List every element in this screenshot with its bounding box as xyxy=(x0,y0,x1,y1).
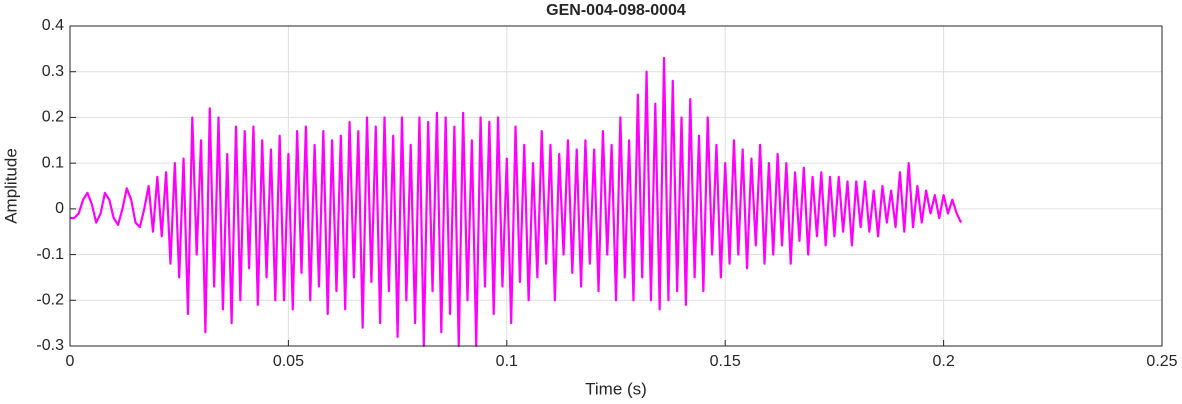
plot-area xyxy=(70,56,963,348)
x-tick-label: 0.1 xyxy=(496,353,518,370)
y-tick-label: -0.3 xyxy=(36,337,64,354)
y-tick-label: -0.2 xyxy=(36,292,64,309)
x-tick-label: 0.25 xyxy=(1146,353,1177,370)
axes-box xyxy=(69,25,1163,347)
y-tick-label: 0 xyxy=(55,200,64,217)
y-tick-label: -0.1 xyxy=(36,246,64,263)
x-tick-label: 0.05 xyxy=(273,353,304,370)
y-tick-label: 0.2 xyxy=(42,109,64,126)
y-axis-label: Amplitude xyxy=(1,148,20,224)
x-tick-label: 0.2 xyxy=(932,353,954,370)
x-tick-label: 0.15 xyxy=(710,353,741,370)
y-tick-label: 0.4 xyxy=(42,17,64,34)
y-tick-label: 0.3 xyxy=(42,63,64,80)
signal-line xyxy=(70,56,963,348)
y-tick-label: 0.1 xyxy=(42,154,64,171)
chart-title: GEN-004-098-0004 xyxy=(546,2,686,19)
x-axis-label: Time (s) xyxy=(585,379,647,398)
x-tick-label: 0 xyxy=(66,353,75,370)
